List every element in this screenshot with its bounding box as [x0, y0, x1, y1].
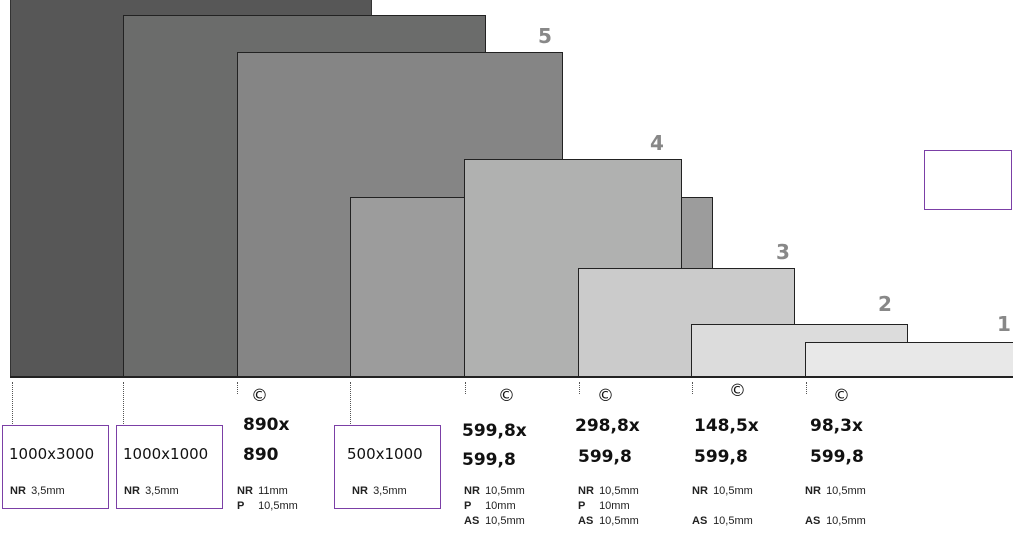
tile-number-3: 3 [776, 240, 790, 264]
baseline [10, 376, 1013, 378]
spec-code: NR [692, 485, 708, 497]
spec-code: NR [352, 485, 368, 497]
spec-value: 3,5mm [145, 485, 179, 497]
spec-value: 10mm [599, 500, 630, 512]
spec-value: 10,5mm [713, 515, 753, 527]
spec-value: 10,5mm [599, 485, 639, 497]
spec-list: NR 10,5mm P 10mm AS 10,5mm [464, 484, 525, 529]
spec-value: 10,5mm [826, 515, 866, 527]
size-line-2: 599,8 [462, 450, 516, 470]
spec-code: NR [464, 485, 480, 497]
tile-number-2: 2 [878, 292, 892, 316]
spec-code: P [578, 500, 586, 512]
empty-label-box [924, 150, 1012, 210]
tick-mark [692, 382, 693, 394]
spec-code: NR [124, 485, 140, 497]
spec-code: NR [805, 485, 821, 497]
size-label: 500x1000 [347, 445, 423, 463]
copyright-icon: © [251, 386, 268, 406]
spec-code: NR [578, 485, 594, 497]
spec-code: AS [692, 515, 708, 527]
spec-list: NR 11mm P 10,5mm [237, 484, 298, 514]
copyright-icon: © [833, 386, 850, 406]
size-label-box-1000x3000: 1000x3000 [2, 425, 109, 509]
spec-value: 10,5mm [258, 500, 298, 512]
spec-list: NR 3,5mm [352, 484, 407, 499]
size-line-2: 890 [243, 445, 279, 465]
spec-code: NR [10, 485, 26, 497]
spec-value: 3,5mm [31, 485, 65, 497]
size-line-1: 298,8x [575, 416, 640, 436]
spec-value: 11mm [258, 485, 288, 497]
spec-value: 10,5mm [485, 485, 525, 497]
spec-list: NR 3,5mm [124, 484, 179, 499]
spec-code: AS [464, 515, 480, 527]
tick-mark [237, 382, 238, 394]
size-label-box-1000x1000: 1000x1000 [116, 425, 223, 509]
tick-mark [350, 382, 351, 424]
spec-code: P [237, 500, 245, 512]
spec-list: NR 10,5mm P 10mm AS 10,5mm [578, 484, 639, 529]
tick-mark [465, 382, 466, 394]
spec-code: NR [237, 485, 253, 497]
copyright-icon: © [498, 386, 515, 406]
tick-mark [12, 382, 13, 424]
size-line-2: 599,8 [810, 447, 864, 467]
tile-number-1: 1 [997, 312, 1011, 336]
spec-list: NR 10,5mm AS 10,5mm [805, 484, 866, 529]
spec-value: 10,5mm [485, 515, 525, 527]
spec-value: 10,5mm [713, 485, 753, 497]
spec-value: 10mm [485, 500, 516, 512]
spec-code: AS [805, 515, 821, 527]
spec-list: NR 3,5mm [10, 484, 65, 499]
spec-list: NR 10,5mm AS 10,5mm [692, 484, 753, 529]
size-line-2: 599,8 [578, 447, 632, 467]
tick-mark [806, 382, 807, 394]
spec-value: 10,5mm [826, 485, 866, 497]
size-line-1: 148,5x [694, 416, 759, 436]
spec-value: 10,5mm [599, 515, 639, 527]
tile-number-5: 5 [538, 24, 552, 48]
size-line-1: 599,8x [462, 421, 527, 441]
size-label-box-500x1000: 500x1000 [334, 425, 441, 509]
copyright-icon: © [729, 381, 746, 401]
spec-code: P [464, 500, 472, 512]
tile-number-4: 4 [650, 131, 664, 155]
tick-mark [579, 382, 580, 394]
size-label: 1000x1000 [123, 445, 209, 463]
size-line-2: 599,8 [694, 447, 748, 467]
size-line-1: 98,3x [810, 416, 863, 436]
tile-98x599 [805, 342, 1013, 378]
copyright-icon: © [597, 386, 614, 406]
spec-value: 3,5mm [373, 485, 407, 497]
spec-code: AS [578, 515, 594, 527]
size-line-1: 890x [243, 415, 290, 435]
size-label: 1000x3000 [9, 445, 95, 463]
tick-mark [123, 382, 124, 424]
